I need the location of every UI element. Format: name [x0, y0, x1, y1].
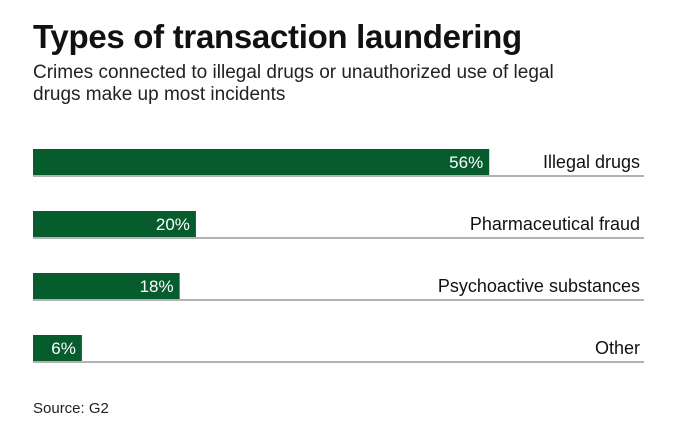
bar-psychoactive-substances [33, 273, 180, 299]
bar-value-label-pharmaceutical-fraud: 20% [156, 215, 190, 234]
bar-value-label-other: 6% [51, 339, 76, 358]
bar-other [33, 335, 82, 361]
category-label-pharmaceutical-fraud: Pharmaceutical fraud [470, 214, 640, 234]
chart-title: Types of transaction laundering [33, 18, 522, 55]
bar-value-label-illegal-drugs: 56% [449, 153, 483, 172]
category-label-psychoactive-substances: Psychoactive substances [438, 276, 640, 296]
chart-subtitle: Crimes connected to illegal drugs or una… [33, 62, 554, 105]
bar-pharmaceutical-fraud [33, 211, 196, 237]
bar-value-label-psychoactive-substances: 18% [140, 277, 174, 296]
category-label-illegal-drugs: Illegal drugs [543, 152, 640, 172]
source-note: Source: G2 [33, 400, 109, 417]
bar-illegal-drugs [33, 149, 490, 175]
category-label-other: Other [595, 338, 640, 358]
